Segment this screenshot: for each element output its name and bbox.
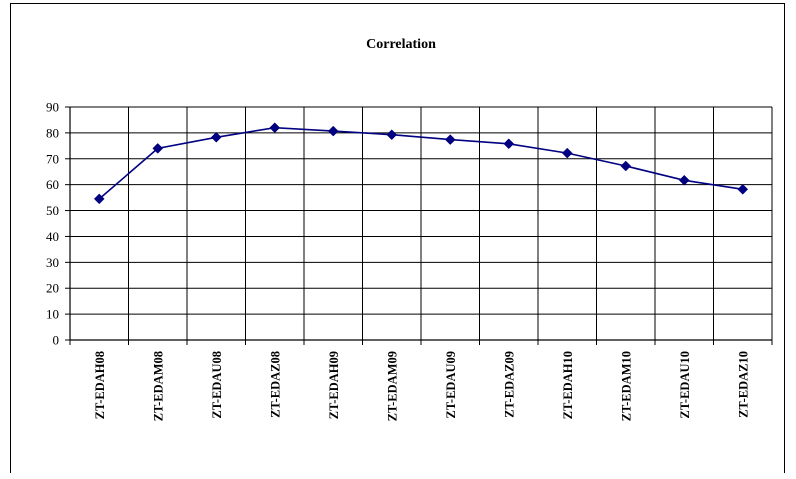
x-tick-labels: ZT-EDAH08 ZT-EDAM08 ZT-EDAU08 ZT-EDAZ08 ZT-E… <box>93 351 751 421</box>
x-tick-label: ZT-EDAZ09 <box>502 351 516 418</box>
data-point-marker <box>620 160 632 172</box>
data-point-marker <box>327 125 339 137</box>
data-point-marker <box>269 122 281 134</box>
x-tick-label: ZT-EDAU08 <box>210 351 224 419</box>
x-tick-label: ZT-EDAM09 <box>385 351 399 421</box>
x-tick-label: ZT-EDAZ10 <box>736 351 750 418</box>
data-point-marker <box>210 131 222 143</box>
x-tick-label: ZT-EDAH10 <box>561 351 575 419</box>
x-tick-label: ZT-EDAU09 <box>444 351 458 419</box>
grid <box>69 106 773 341</box>
y-tick-label: 50 <box>46 203 59 218</box>
x-tick-label: ZT-EDAZ08 <box>268 351 282 418</box>
y-tick-label: 20 <box>46 281 59 296</box>
y-tick-label: 90 <box>46 100 59 115</box>
y-tick-label: 70 <box>46 151 59 166</box>
series-line <box>98 126 743 200</box>
axes <box>65 106 773 345</box>
chart-title: Correlation <box>366 37 436 52</box>
series-layer <box>93 122 749 205</box>
x-tick-label: ZT-EDAM08 <box>151 351 165 421</box>
x-tick-label: ZT-EDAM10 <box>619 351 633 421</box>
y-tick-label: 80 <box>46 125 59 140</box>
x-tick-label: ZT-EDAH08 <box>93 351 107 419</box>
data-point-marker <box>737 183 749 195</box>
data-point-marker <box>678 174 690 186</box>
data-point-marker <box>503 138 515 150</box>
data-point-marker <box>444 134 456 145</box>
y-tick-labels: 0 10 20 30 40 50 60 70 80 90 <box>46 100 59 348</box>
data-point-marker <box>561 147 573 159</box>
data-point-marker <box>93 193 105 205</box>
y-tick-label: 40 <box>46 229 59 244</box>
y-tick-label: 10 <box>46 307 59 322</box>
data-point-marker <box>152 143 164 154</box>
y-tick-label: 30 <box>46 255 59 270</box>
y-tick-label: 0 <box>53 333 60 348</box>
y-tick-label: 60 <box>46 177 59 192</box>
x-tick-label: ZT-EDAH09 <box>327 351 341 419</box>
data-point-marker <box>386 129 398 141</box>
chart-frame <box>10 3 785 473</box>
x-tick-label: ZT-EDAU10 <box>678 351 692 419</box>
